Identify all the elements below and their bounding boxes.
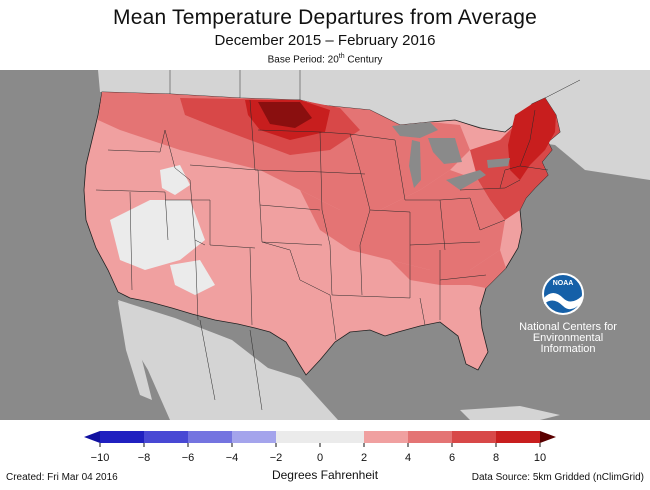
legend-tick-label: −10	[91, 452, 110, 464]
noaa-logo-text: NOAA	[553, 280, 574, 287]
lake-superior	[392, 122, 438, 138]
region-6f-midwest	[300, 170, 505, 270]
created-date: Created: Fri Mar 04 2016	[6, 472, 118, 483]
legend-tick-label: 4	[405, 452, 411, 464]
legend-bin	[496, 431, 540, 443]
legend-bin	[320, 431, 364, 443]
map-title: Mean Temperature Departures from Average	[113, 6, 537, 29]
legend-bin	[144, 431, 188, 443]
legend-tick-label: 2	[361, 452, 367, 464]
state-borders	[95, 99, 549, 341]
data-source: Data Source: 5km Gridded (nClimGrid)	[471, 472, 644, 483]
mexico-land	[118, 300, 338, 420]
lake-huron	[428, 138, 462, 164]
province-borders	[169, 70, 581, 411]
region-normal-idaho	[160, 165, 190, 195]
region-normal-arizona	[170, 260, 215, 295]
legend-tick-label: 6	[449, 452, 455, 464]
lake-michigan	[409, 140, 421, 188]
agency-name: National Centers for Environmental Infor…	[519, 321, 617, 355]
legend-tick-label: 0	[317, 452, 323, 464]
legend-arrow-high	[540, 431, 556, 443]
legend-tick-label: −4	[226, 452, 239, 464]
anomaly-regions	[98, 92, 560, 295]
legend-bin	[188, 431, 232, 443]
legend-bin	[452, 431, 496, 443]
legend-bin	[364, 431, 408, 443]
cuba-land	[460, 406, 560, 420]
lake-ontario	[487, 158, 510, 168]
legend-bin	[276, 431, 320, 443]
legend-tick-label: −6	[182, 452, 195, 464]
region-10f-newengland	[508, 98, 556, 180]
base-period: Base Period: 20th Century	[267, 53, 383, 66]
noaa-logo: NOAA	[542, 273, 584, 315]
region-normal-greatbasin	[110, 200, 205, 270]
legend-tick-label: 10	[534, 452, 546, 464]
map-subtitle: December 2015 – February 2016	[214, 32, 436, 49]
legend-units: Degrees Fahrenheit	[271, 468, 379, 482]
legend-bin	[408, 431, 452, 443]
region-max-mn	[258, 102, 312, 128]
legend-bin	[232, 431, 276, 443]
baja-land	[118, 302, 152, 400]
lake-erie	[446, 170, 486, 190]
legend-tick-label: 8	[493, 452, 499, 464]
color-legend: −10 −8 −6 −4 −2 0 2 4 6 8 10	[84, 431, 556, 464]
region-6f-southeast	[390, 250, 506, 288]
legend-arrow-low	[84, 431, 100, 443]
temperature-map	[0, 70, 650, 420]
legend-bin	[100, 431, 144, 443]
great-lakes	[392, 122, 510, 190]
legend-tick-label: −8	[138, 452, 151, 464]
legend-tick-label: −2	[270, 452, 283, 464]
